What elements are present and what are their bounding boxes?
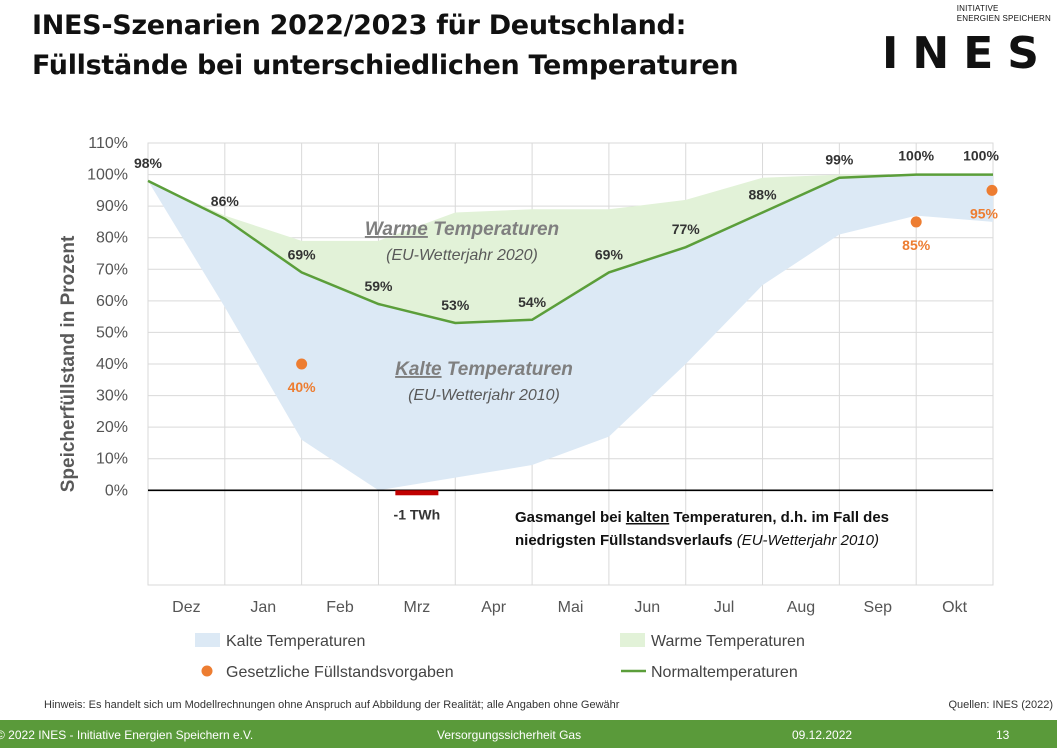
axes: 110% 100% 90% 80% 70% 60% 50% 40% 30% 20% 10% 0% Dez… [58,135,993,616]
x-tick-label: Mai [558,599,584,616]
normal-data-label: 88% [749,186,778,202]
legend: Kalte Temperaturen Warme Temperaturen Gese… [195,633,805,681]
logo-wordmark: INES [882,28,1053,79]
legal-target-label: 95% [970,205,999,221]
y-tick-label: 10% [96,451,128,468]
normal-line-layer [147,173,993,325]
x-tick-label: Jun [634,599,660,616]
gas-shortage-note-line1: Gasmangel bei kalten Temperaturen, d.h. … [515,509,889,526]
logo-tagline: INITIATIVE ENERGIEN SPEICHERN [957,4,1051,24]
slide-title: INES-Szenarien 2022/2023 für Deutschland… [32,6,739,86]
footer-copyright: © 2022 INES - Initiative Energien Speich… [0,728,254,742]
x-tick-label: Sep [864,599,893,616]
normal-data-label: 99% [825,152,854,168]
y-tick-label: 60% [96,293,128,310]
deficit-bar [395,490,439,496]
x-tick-label: Apr [481,599,507,616]
normal-data-label: 69% [595,246,624,262]
legend-label-warm: Warme Temperaturen [651,633,805,650]
footer-page-number: 13 [996,728,1010,742]
y-tick-label: 90% [96,198,128,215]
normal-data-label: 100% [898,148,934,164]
title-line-2: Füllstände bei unterschiedlichen Tempera… [32,50,739,81]
y-tick-label: 110% [88,135,128,152]
logo-tagline-2: ENERGIEN SPEICHERN [956,14,1051,23]
legal-target-label: 85% [902,237,931,253]
normal-data-label: 69% [288,246,317,262]
legend-swatch-cold [195,633,220,647]
y-tick-label: 100% [87,167,128,184]
title-line-1: INES-Szenarien 2022/2023 für Deutschland… [32,10,687,41]
normal-data-label: 53% [441,297,470,313]
x-tick-label: Dez [172,599,200,616]
footer-date: 09.12.2022 [792,728,853,742]
x-tick-label: Aug [787,599,815,616]
normal-data-label: 54% [518,294,547,310]
legend-label-cold: Kalte Temperaturen [226,633,365,650]
disclaimer-note: Hinweis: Es handelt sich um Modellrechnu… [44,699,620,711]
footer-topic: Versorgungssicherheit Gas [437,728,582,742]
legal-target-label: 40% [288,379,317,395]
y-tick-label: 80% [96,230,128,247]
deficit-label: -1 TWh [394,506,441,522]
slide-footer: © 2022 INES - Initiative Energien Speich… [0,720,1057,748]
normal-data-label: 100% [963,148,999,164]
fill-level-chart: 110% 100% 90% 80% 70% 60% 50% 40% 30% 20% 10% 0% Dez… [58,135,999,681]
warm-area-title: Warme Temperaturen [365,219,559,240]
y-axis-title: Speicherfüllstand in Prozent [58,235,79,492]
y-tick-label: 40% [96,356,128,373]
x-tick-label: Jul [714,599,734,616]
cold-area-title: Kalte Temperaturen [395,359,573,380]
legend-swatch-legal [201,665,213,677]
cold-area-subtitle: (EU-Wetterjahr 2010) [408,387,560,404]
x-tick-label: Jan [250,599,276,616]
y-tick-label: 50% [96,324,128,341]
normal-data-label: 77% [672,221,701,237]
logo-tagline-1: INITIATIVE [956,4,999,13]
gas-shortage-note-line2: niedrigsten Füllstandsverlaufs (EU-Wette… [515,532,879,549]
ines-logo: INITIATIVE ENERGIEN SPEICHERN INES [882,4,1053,76]
normal-temperature-line [147,173,993,325]
cold-area [148,174,993,491]
legend-label-normal: Normaltemperaturen [651,664,798,681]
data-labels: -1 TWh 98% 86% 69% 59% 53% 54% 69% 77% 88% 99% 100%… [134,148,999,523]
legal-target-point [986,184,998,196]
x-tick-label: Mrz [404,599,431,616]
area-layers [148,174,993,491]
source-note: Quellen: INES (2022) [948,699,1053,711]
y-tick-label: 70% [96,261,128,278]
warm-area [148,174,993,323]
legal-target-point [296,358,308,370]
x-tick-label: Okt [942,599,967,616]
x-tick-label: Feb [326,599,354,616]
annotations: Warme Temperaturen (EU-Wetterjahr 2020) Ka… [365,219,889,549]
legend-label-legal: Gesetzliche Füllstandsvorgaben [226,664,454,681]
legend-swatch-warm [620,633,645,647]
normal-data-label: 98% [134,155,163,171]
normal-data-label: 59% [364,278,393,294]
y-tick-label: 20% [96,419,128,436]
warm-area-subtitle: (EU-Wetterjahr 2020) [386,247,538,264]
y-tick-label: 0% [105,482,128,499]
legal-target-point [910,216,922,228]
y-tick-label: 30% [96,388,128,405]
normal-data-label: 86% [211,193,240,209]
